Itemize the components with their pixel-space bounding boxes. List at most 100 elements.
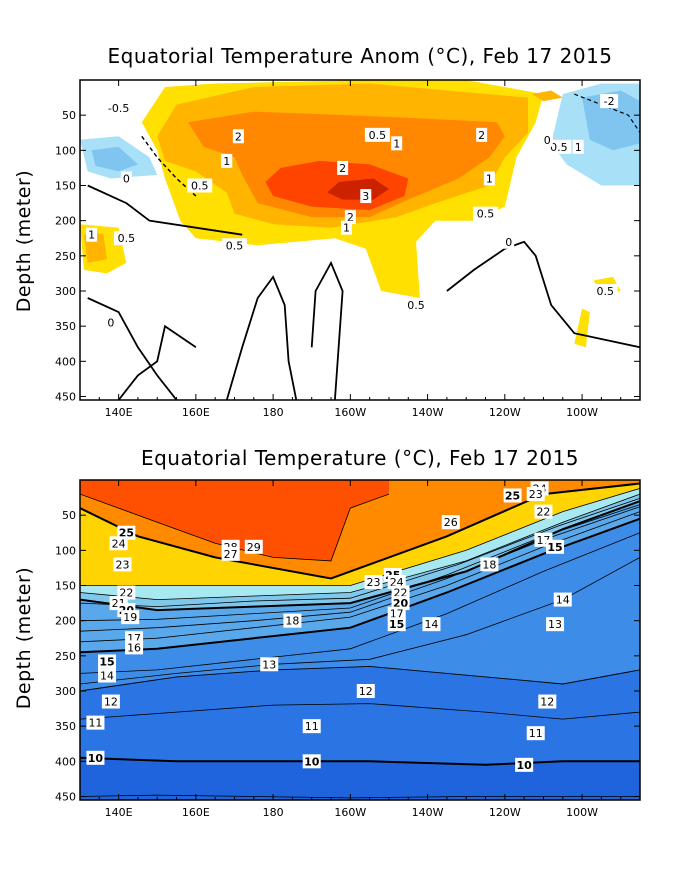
anom-zero-contour bbox=[310, 260, 344, 400]
temp-contour-label: 23 bbox=[364, 574, 383, 589]
svg-text:0.5: 0.5 bbox=[226, 239, 244, 252]
temp-isotherm bbox=[80, 497, 640, 608]
temp-contour-label: 25 bbox=[503, 488, 522, 503]
anom-contour-label: 1 bbox=[340, 220, 352, 235]
temp-contour-label: 19 bbox=[121, 610, 140, 625]
svg-text:0: 0 bbox=[544, 134, 551, 147]
svg-text:-2: -2 bbox=[604, 95, 615, 108]
temp-xtick-label: 140E bbox=[105, 806, 133, 819]
anom-ytick-label: 250 bbox=[55, 250, 76, 263]
temp-contour-label: 11 bbox=[526, 726, 545, 741]
temp-fill-28 bbox=[80, 480, 389, 561]
anom-contour-label: -2 bbox=[600, 94, 619, 109]
svg-text:23: 23 bbox=[115, 558, 129, 571]
anom-fill-east-small bbox=[574, 308, 590, 348]
svg-text:14: 14 bbox=[100, 670, 114, 683]
svg-text:11: 11 bbox=[305, 720, 319, 733]
svg-text:2: 2 bbox=[339, 162, 346, 175]
anom-contour-label: 0 bbox=[105, 315, 117, 330]
anom-ytick-label: 450 bbox=[55, 390, 76, 403]
temp-contour-label: 23 bbox=[526, 487, 545, 502]
temp-xtick-label: 160E bbox=[182, 806, 210, 819]
temp-xtick-label: 160W bbox=[334, 806, 366, 819]
temp-isotherm bbox=[80, 703, 640, 720]
anom-plot-frame bbox=[79, 79, 641, 401]
svg-text:13: 13 bbox=[262, 658, 276, 671]
temp-contour-label: 12 bbox=[538, 694, 557, 709]
svg-text:11: 11 bbox=[529, 727, 543, 740]
temp-contour-label: 10 bbox=[302, 754, 321, 769]
svg-text:-0.5: -0.5 bbox=[108, 102, 129, 115]
anom-contour-label: 1 bbox=[483, 171, 495, 186]
anom-contour-label: 3 bbox=[360, 189, 372, 203]
anom-xtick-label: 180 bbox=[263, 406, 284, 419]
svg-text:0: 0 bbox=[107, 317, 114, 330]
svg-text:14: 14 bbox=[424, 618, 438, 631]
anom-ytick-label: 100 bbox=[55, 144, 76, 157]
temp-contour-label: 13 bbox=[260, 657, 279, 672]
temp-isotherm-9 bbox=[80, 794, 640, 799]
anom-contour-label: 0.5 bbox=[113, 231, 139, 246]
svg-text:23: 23 bbox=[529, 488, 543, 501]
temp-contour-label: 15 bbox=[546, 539, 565, 554]
svg-text:12: 12 bbox=[104, 696, 118, 709]
anom-ytick-label: 300 bbox=[55, 285, 76, 298]
anom-contour-label: 1 bbox=[572, 139, 584, 154]
anom-xtick-label: 140E bbox=[105, 406, 133, 419]
temp-contour-label: 14 bbox=[422, 617, 441, 632]
anom-zero-contour bbox=[225, 275, 298, 400]
svg-text:18: 18 bbox=[285, 615, 299, 628]
temp-ytick-label: 450 bbox=[55, 790, 76, 803]
anom-fill-cool-west-1 bbox=[91, 146, 138, 172]
temp-contour-label: 29 bbox=[244, 539, 263, 554]
anom-contour-label: 2 bbox=[344, 210, 356, 225]
temp-xtick-label: 120W bbox=[489, 806, 521, 819]
temp-plot-frame bbox=[79, 479, 641, 801]
anom-xtick-label: 160W bbox=[334, 406, 366, 419]
svg-text:15: 15 bbox=[389, 618, 404, 631]
svg-text:15: 15 bbox=[547, 541, 562, 554]
svg-text:10: 10 bbox=[516, 759, 532, 772]
svg-text:10: 10 bbox=[304, 755, 320, 768]
svg-text:23: 23 bbox=[367, 576, 381, 589]
temp-isotherm-28 bbox=[80, 493, 390, 562]
svg-text:16: 16 bbox=[127, 641, 141, 654]
anom-contour-label: 0.5 bbox=[221, 238, 247, 253]
svg-text:27: 27 bbox=[224, 548, 238, 561]
svg-text:2: 2 bbox=[347, 211, 354, 224]
anom-fill-east-patch bbox=[531, 90, 563, 102]
anom-contour-label: 0 bbox=[120, 171, 132, 186]
temp-contour-label: 12 bbox=[101, 694, 120, 709]
anom-contour-label: 0.5 bbox=[187, 178, 213, 193]
temp-isotherm bbox=[80, 532, 640, 674]
anom-zero-contour bbox=[87, 297, 178, 400]
svg-text:1: 1 bbox=[343, 222, 350, 235]
anom-xtick-label: 120W bbox=[489, 406, 521, 419]
svg-text:1: 1 bbox=[88, 229, 95, 242]
svg-text:0: 0 bbox=[123, 172, 130, 185]
temp-isotherm-12 bbox=[80, 665, 640, 692]
temp-ytick-label: 100 bbox=[55, 544, 76, 557]
temp-xtick-label: 100W bbox=[566, 806, 598, 819]
temp-contour-label: 12 bbox=[356, 683, 375, 698]
anom-contour-label: -0.5 bbox=[102, 101, 135, 116]
svg-text:0.5: 0.5 bbox=[550, 141, 568, 154]
svg-text:1: 1 bbox=[486, 172, 493, 185]
svg-text:0.5: 0.5 bbox=[191, 179, 209, 192]
temp-contour-label: 15 bbox=[98, 654, 117, 669]
svg-text:25: 25 bbox=[505, 489, 520, 502]
anom-ytick-label: 200 bbox=[55, 215, 76, 228]
svg-text:10: 10 bbox=[88, 752, 104, 765]
anom-contour-label: 0.5 bbox=[592, 283, 618, 298]
temp-isotherm-15-bold bbox=[80, 517, 640, 654]
svg-text:0: 0 bbox=[505, 236, 512, 249]
anom-ytick-label: 400 bbox=[55, 355, 76, 368]
temp-contour-label: 23 bbox=[113, 557, 132, 572]
svg-text:3: 3 bbox=[362, 190, 369, 203]
anom-fill-cool-east-1 bbox=[582, 90, 640, 151]
svg-text:0.5: 0.5 bbox=[477, 208, 495, 221]
temp-ytick-label: 250 bbox=[55, 650, 76, 663]
anom-zero-contour bbox=[117, 324, 197, 400]
anom-contour-label: 1 bbox=[391, 136, 403, 151]
temp-contour-label: 10 bbox=[86, 750, 105, 765]
